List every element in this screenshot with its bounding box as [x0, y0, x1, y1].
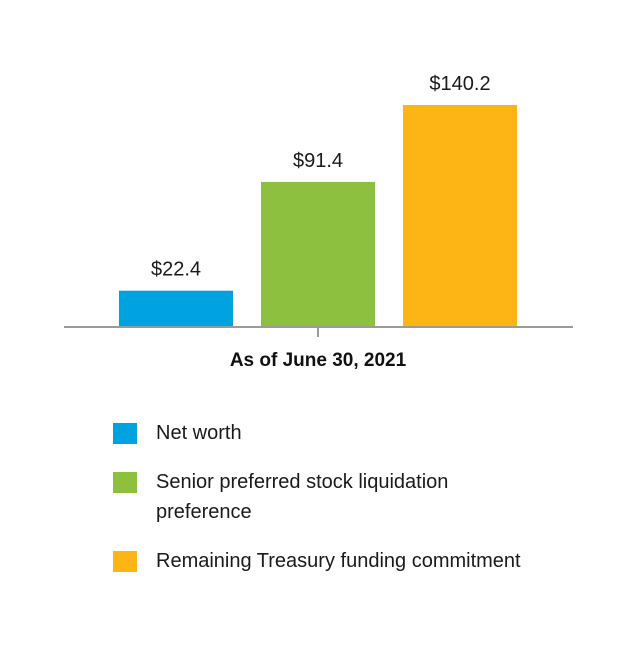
bar-remaining-treasury-funding-commitment: [403, 105, 517, 326]
bar-chart: $22.4 $91.4 $140.2 As of June 30, 2021: [64, 73, 573, 371]
legend-label-net-worth: Net worth: [156, 422, 242, 444]
legend-item-net-worth: Net worth: [113, 418, 613, 448]
bar-net-worth: [119, 290, 233, 326]
legend: Net worth Senior preferred stock liquida…: [113, 418, 613, 595]
legend-label-senior-preferred-stock: Senior preferred stock liquidation prefe…: [156, 471, 449, 523]
legend-swatch-net-worth: [113, 423, 137, 444]
legend-label-remaining-treasury-funding: Remaining Treasury funding commitment: [156, 550, 521, 572]
value-label-net-worth: $22.4: [151, 259, 201, 281]
legend-item-senior-preferred-stock: Senior preferred stock liquidation prefe…: [113, 467, 613, 527]
value-label-senior-preferred-stock-liquidation-preference: $91.4: [293, 150, 343, 172]
legend-swatch-remaining-treasury-funding: [113, 551, 137, 572]
category-label: As of June 30, 2021: [230, 350, 407, 371]
legend-swatch-senior-preferred-stock: [113, 472, 137, 493]
bar-senior-preferred-stock-liquidation-preference: [261, 181, 375, 326]
value-label-remaining-treasury-funding-commitment: $140.2: [429, 73, 490, 95]
value-labels-group: $22.4 $91.4 $140.2: [151, 73, 491, 281]
legend-item-remaining-treasury-funding: Remaining Treasury funding commitment: [113, 546, 613, 576]
bars-group: [119, 105, 517, 326]
